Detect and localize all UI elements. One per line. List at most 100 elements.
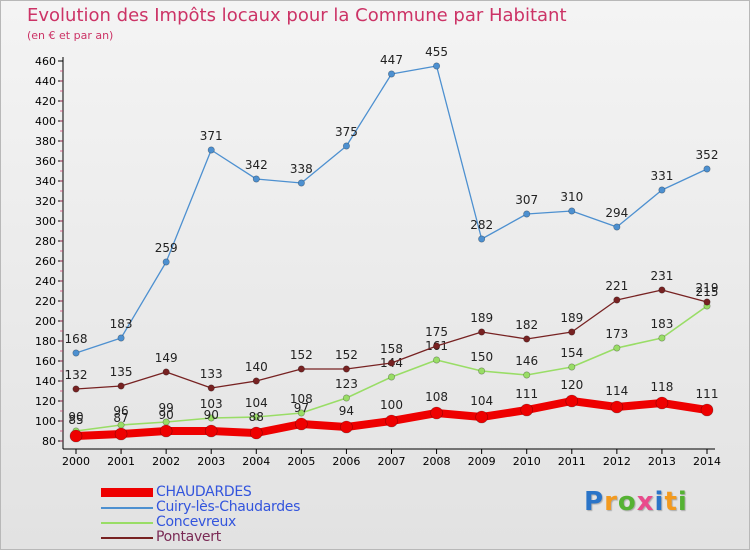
data-label: 338 (290, 162, 313, 176)
x-tick-label: 2014 (693, 455, 721, 468)
data-label: 294 (605, 206, 628, 220)
x-tick-label: 2006 (332, 455, 360, 468)
data-point (117, 334, 125, 342)
data-point (520, 403, 534, 417)
data-point (387, 373, 395, 381)
data-label: 231 (650, 269, 673, 283)
data-label: 331 (650, 169, 673, 183)
series-2: 9096991031041081231441611501461541731832… (68, 285, 719, 435)
y-tick-label: 120 (35, 395, 56, 408)
x-tick-label: 2012 (603, 455, 631, 468)
data-label: 87 (113, 411, 128, 425)
data-point (478, 328, 486, 336)
data-point (72, 385, 80, 393)
data-label: 104 (245, 396, 268, 410)
data-point (295, 417, 308, 431)
data-label: 189 (470, 311, 493, 325)
data-label: 94 (339, 404, 354, 418)
data-label: 90 (68, 410, 83, 424)
data-point (297, 409, 305, 417)
data-point (613, 296, 621, 304)
data-label: 352 (696, 148, 719, 162)
data-label: 215 (696, 285, 719, 299)
legend-label: Concevreux (156, 514, 237, 530)
legend-swatch (101, 507, 153, 509)
data-label: 307 (515, 193, 538, 207)
y-tick-label: 440 (35, 75, 56, 88)
data-point (568, 363, 576, 371)
data-point (340, 420, 353, 434)
y-tick-label: 240 (35, 275, 56, 288)
data-point (252, 175, 260, 183)
x-tick-label: 2002 (152, 455, 180, 468)
logo-letter: P (584, 487, 605, 517)
chart-subtitle: (en € et par an) (27, 29, 114, 42)
y-tick-label: 280 (35, 235, 56, 248)
data-point (249, 426, 263, 440)
data-label: 108 (290, 392, 313, 406)
y-tick-label: 420 (35, 95, 56, 108)
data-point (69, 429, 83, 443)
y-tick-label: 200 (35, 315, 56, 328)
data-point (342, 394, 350, 402)
chart-axes: 80 100 120 140 160 180 200 220 240 260 280 300 320 34… (35, 55, 721, 468)
data-label: 90 (159, 408, 174, 422)
data-point (252, 377, 260, 385)
data-point (207, 384, 215, 392)
y-tick-label: 460 (35, 55, 56, 68)
data-label: 88 (249, 410, 264, 424)
legend-label: CHAUDARDES (156, 484, 252, 500)
data-label: 149 (155, 351, 178, 365)
x-tick-label: 2010 (513, 455, 541, 468)
data-label: 183 (110, 317, 133, 331)
data-point (475, 410, 488, 424)
data-point (297, 179, 305, 187)
data-point (385, 414, 398, 428)
data-label: 375 (335, 125, 358, 139)
data-point (613, 344, 621, 352)
data-label: 97 (294, 401, 309, 415)
data-label: 152 (290, 348, 313, 362)
data-point (565, 394, 579, 408)
y-tick-label: 400 (35, 115, 56, 128)
series-3: 132 135 149 133 140 152 152 158 175 189 182 189 221 2… (65, 269, 719, 393)
logo-letter: x (636, 487, 655, 517)
x-tick-label: 2000 (62, 455, 90, 468)
data-label: 103 (200, 397, 223, 411)
y-tick-label: 140 (35, 375, 56, 388)
logo-letter: i (677, 487, 688, 517)
data-point (207, 414, 215, 422)
data-label: 108 (425, 390, 448, 404)
data-point (610, 400, 624, 414)
data-point (478, 367, 486, 375)
y-tick-label: 340 (35, 175, 56, 188)
data-point (297, 365, 305, 373)
data-point (252, 413, 260, 421)
data-point (159, 424, 173, 438)
data-label: 114 (605, 384, 628, 398)
data-label: 111 (696, 387, 719, 401)
proxiti-logo: Proxiti (584, 487, 688, 517)
x-tick-label: 2003 (197, 455, 225, 468)
data-point (478, 235, 486, 243)
data-label: 120 (560, 378, 583, 392)
data-point (658, 286, 666, 294)
y-tick-label: 160 (35, 355, 56, 368)
data-label: 221 (605, 279, 628, 293)
x-tick-label: 2004 (242, 455, 270, 468)
data-label: 140 (245, 360, 268, 374)
data-point (703, 165, 711, 173)
y-tick-label: 360 (35, 155, 56, 168)
data-label: 447 (380, 53, 403, 67)
data-point (114, 427, 128, 441)
data-label: 158 (380, 342, 403, 356)
data-point (568, 328, 576, 336)
chart-title: Evolution des Impôts locaux pour la Comm… (27, 5, 567, 26)
x-tick-label: 2007 (378, 455, 406, 468)
data-label: 175 (425, 325, 448, 339)
data-label: 85 (68, 413, 83, 427)
data-label: 219 (696, 281, 719, 295)
data-label: 100 (380, 398, 403, 412)
data-point (433, 62, 441, 70)
data-point (433, 342, 441, 350)
